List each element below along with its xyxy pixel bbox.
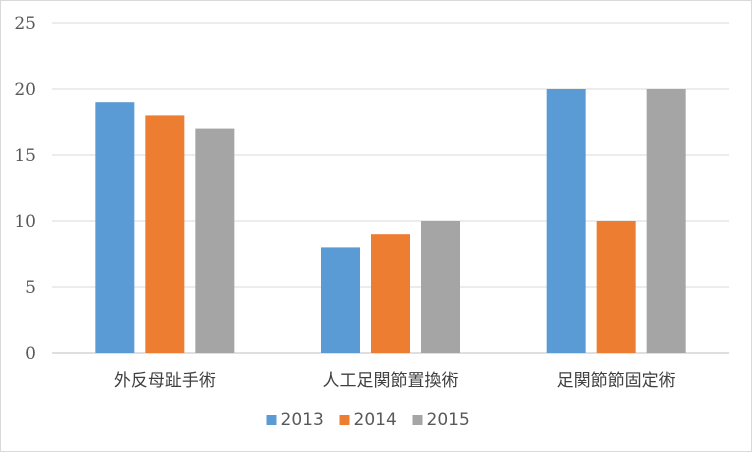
y-tick-label: 10 <box>14 212 36 232</box>
bar-2013-0 <box>95 102 135 353</box>
legend-swatch-2013 <box>266 415 277 425</box>
legend-swatch-2014 <box>339 415 350 425</box>
bar-2015-0 <box>195 128 235 353</box>
category-labels: 外反母趾手術 人工足関節置換術 足関節節固定術 <box>114 371 676 391</box>
category-label: 足関節節固定術 <box>557 371 676 391</box>
y-tick-label: 25 <box>14 14 36 34</box>
category-label: 人工足関節置換術 <box>323 371 459 391</box>
legend: 2013 2014 2015 <box>266 410 470 430</box>
bar-2013-1 <box>321 247 360 353</box>
bar-2013-2 <box>546 89 586 353</box>
bar-2015-1 <box>421 221 460 353</box>
bar-2014-0 <box>145 115 185 354</box>
legend-label-2014: 2014 <box>354 410 397 430</box>
category-label: 外反母趾手術 <box>114 371 216 391</box>
y-tick-label: 0 <box>25 344 36 364</box>
bar-2015-2 <box>646 89 686 353</box>
legend-swatch-2015 <box>412 415 423 425</box>
bar-2014-1 <box>371 234 410 353</box>
y-tick-label: 15 <box>14 146 36 166</box>
y-axis-ticks: 0 5 10 15 20 25 <box>14 14 36 364</box>
legend-label-2015: 2015 <box>427 410 470 430</box>
legend-label-2013: 2013 <box>281 410 324 430</box>
bar-2014-2 <box>596 221 636 353</box>
y-tick-label: 20 <box>14 80 36 100</box>
bars <box>95 89 686 354</box>
y-tick-label: 5 <box>25 278 36 298</box>
